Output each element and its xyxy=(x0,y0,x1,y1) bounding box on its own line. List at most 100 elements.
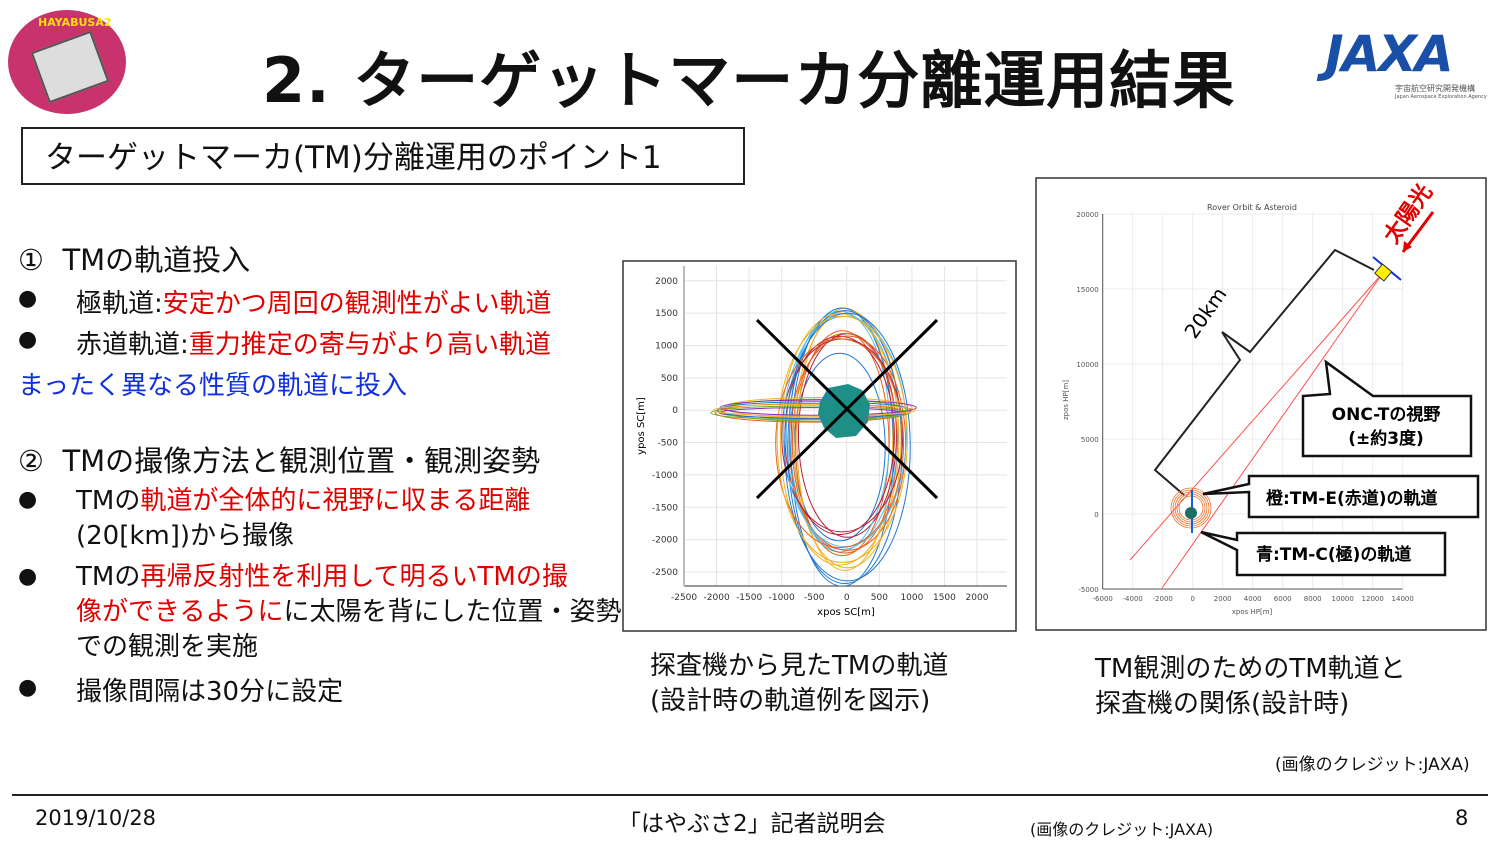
x-tick-label: 1500 xyxy=(933,593,956,603)
list-item: TMの軌道が全体的に視野に収まる距離 (20[km])から撮像 xyxy=(76,484,530,554)
orange-orbit-label: 橙:TM-E(赤道)の軌道 xyxy=(1266,488,1438,509)
logo-text: HAYABUSA2 xyxy=(38,16,112,29)
asteroid xyxy=(1185,507,1197,519)
heading-text: TMの軌道投入 xyxy=(62,243,251,277)
fov-label: (±約3度) xyxy=(1348,428,1424,449)
y-tick-label: 0 xyxy=(672,406,678,416)
image-credit: (画像のクレジット:JAXA) xyxy=(1275,755,1470,775)
y-tick-label: 500 xyxy=(661,374,678,384)
figure2-caption-line1: TM観測のためのTM軌道と xyxy=(1095,654,1406,684)
blue-orbit-label: 青:TM-C(極)の軌道 xyxy=(1256,544,1411,565)
y-axis-label: ypos SC[m] xyxy=(636,397,647,455)
y-tick-label: -2500 xyxy=(652,568,678,578)
equatorial-orbit xyxy=(721,398,908,422)
section2-heading: ② TMの撮像方法と観測位置・観測姿勢 xyxy=(18,438,540,480)
x-tick-label: 10000 xyxy=(1332,595,1354,603)
bullet-icon: ● xyxy=(18,286,38,311)
x-tick-label: -2000 xyxy=(1153,595,1173,603)
jaxa-logo-sub-en: Japan Aerospace Exploration Agency xyxy=(1395,94,1487,100)
item-highlight: 軌道が全体的に視野に収まる距離 xyxy=(140,486,531,516)
item-highlight: 重力推定の寄与がより高い軌道 xyxy=(188,330,551,360)
x-tick-label: 2000 xyxy=(966,593,989,603)
sunlight-arrowhead xyxy=(1403,241,1412,252)
fov-line xyxy=(1161,272,1384,589)
orbits xyxy=(710,307,917,586)
equatorial-orbit xyxy=(712,403,916,417)
list-item: 極軌道:安定かつ周回の観測性がよい軌道 xyxy=(76,283,551,320)
x-tick-label: 8000 xyxy=(1304,595,1322,603)
x-tick-label: -1000 xyxy=(769,593,795,603)
jaxa-logo-text: JAXA xyxy=(1325,25,1454,83)
point-box: ターゲットマーカ(TM)分離運用のポイント1 xyxy=(21,127,745,185)
fov-line xyxy=(1129,272,1384,561)
equatorial-orbit xyxy=(710,405,911,421)
x-tick-label: -2000 xyxy=(704,593,730,603)
footer-date: 2019/10/28 xyxy=(35,806,157,830)
x-tick-label: -4000 xyxy=(1123,595,1143,603)
x-tick-label: 6000 xyxy=(1274,595,1292,603)
figure1-frame xyxy=(622,260,1017,632)
x-tick-label: 14000 xyxy=(1392,595,1414,603)
y-tick-label: -1000 xyxy=(652,471,678,481)
item-highlight: 再帰反射性を利用して明るいTMの撮 xyxy=(140,562,568,592)
x-tick-label: 0 xyxy=(1190,595,1194,603)
polar-orbit xyxy=(790,307,895,586)
figure1-caption-line1: 探査機から見たTMの軌道 xyxy=(650,651,949,681)
bullet-icon: ● xyxy=(18,327,38,352)
item-text: TMの xyxy=(76,562,141,592)
y-tick-label: -5000 xyxy=(1078,586,1098,594)
x-tick-label: 2000 xyxy=(1214,595,1232,603)
item-highlight: 安定かつ周回の観測性がよい軌道 xyxy=(162,289,552,319)
distance-bracket xyxy=(1153,248,1375,496)
x-axis-label: xpos HP[m] xyxy=(1232,608,1273,616)
y-tick-label: 20000 xyxy=(1076,211,1098,219)
callout-fov xyxy=(1301,359,1473,458)
list-item: TMの再帰反射性を利用して明るいTMの撮 像ができるようにに太陽を背にした位置・姿… xyxy=(76,560,622,665)
y-tick-label: 1500 xyxy=(655,309,678,319)
item-text: に太陽を背にした位置・姿勢 xyxy=(283,597,622,627)
item-label: 極軌道: xyxy=(76,289,163,319)
heading-number: ① xyxy=(18,243,44,277)
x-tick-label: 1000 xyxy=(900,593,923,603)
callout-orange xyxy=(1202,474,1480,519)
footer-divider xyxy=(12,794,1488,796)
callout-blue xyxy=(1200,530,1447,577)
spacecraft-icon xyxy=(1374,263,1393,282)
page-number: 8 xyxy=(1455,806,1469,830)
y-tick-label: 10000 xyxy=(1076,361,1098,369)
x-tick-label: -2500 xyxy=(671,593,697,603)
footer-event: 「はやぶさ2」記者説明会 xyxy=(618,811,886,837)
figure2-caption-line2: 探査機の関係(設計時) xyxy=(1095,689,1350,719)
item-label: 赤道軌道: xyxy=(76,330,189,360)
heading-text: TMの撮像方法と観測位置・観測姿勢 xyxy=(62,444,541,478)
x-tick-label: 4000 xyxy=(1244,595,1262,603)
y-tick-label: -1500 xyxy=(652,503,678,513)
x-tick-label: 500 xyxy=(871,593,888,603)
jaxa-logo: JAXA 宇宙航空研究開発機構 Japan Aerospace Explorat… xyxy=(1325,25,1487,100)
y-tick-label: 2000 xyxy=(655,277,678,287)
footer-credit: (画像のクレジット:JAXA) xyxy=(1030,820,1214,839)
polar-orbit xyxy=(795,330,890,557)
bullet-icon: ● xyxy=(18,487,38,512)
polar-orbit xyxy=(775,338,905,549)
bullet-icon: ● xyxy=(18,675,38,700)
figure1-caption-line2: (設計時の軌道例を図示) xyxy=(650,686,931,716)
list-item: 赤道軌道:重力推定の寄与がより高い軌道 xyxy=(76,324,551,361)
cross-line xyxy=(755,318,939,500)
conclusion-text: まったく異なる性質の軌道に投入 xyxy=(18,371,407,401)
bullet-icon: ● xyxy=(18,564,38,589)
chart-title: Rover Orbit & Asteroid xyxy=(1207,203,1297,212)
item-text: (20[km])から撮像 xyxy=(76,521,295,551)
y-tick-label: 5000 xyxy=(1081,436,1099,444)
y-axis-label: zpos HP[m] xyxy=(1062,380,1070,420)
polar-orbit xyxy=(779,313,900,566)
list-item: 撮像間隔は30分に設定 xyxy=(76,677,344,707)
item-text: での観測を実施 xyxy=(76,632,259,662)
y-tick-label: 1000 xyxy=(655,342,678,352)
x-tick-label: 12000 xyxy=(1362,595,1384,603)
polar-orbit xyxy=(791,332,898,554)
jaxa-logo-sub: 宇宙航空研究開発機構 xyxy=(1395,84,1475,93)
fov-label: ONC-Tの視野 xyxy=(1332,404,1441,425)
y-tick-label: -500 xyxy=(658,439,679,449)
